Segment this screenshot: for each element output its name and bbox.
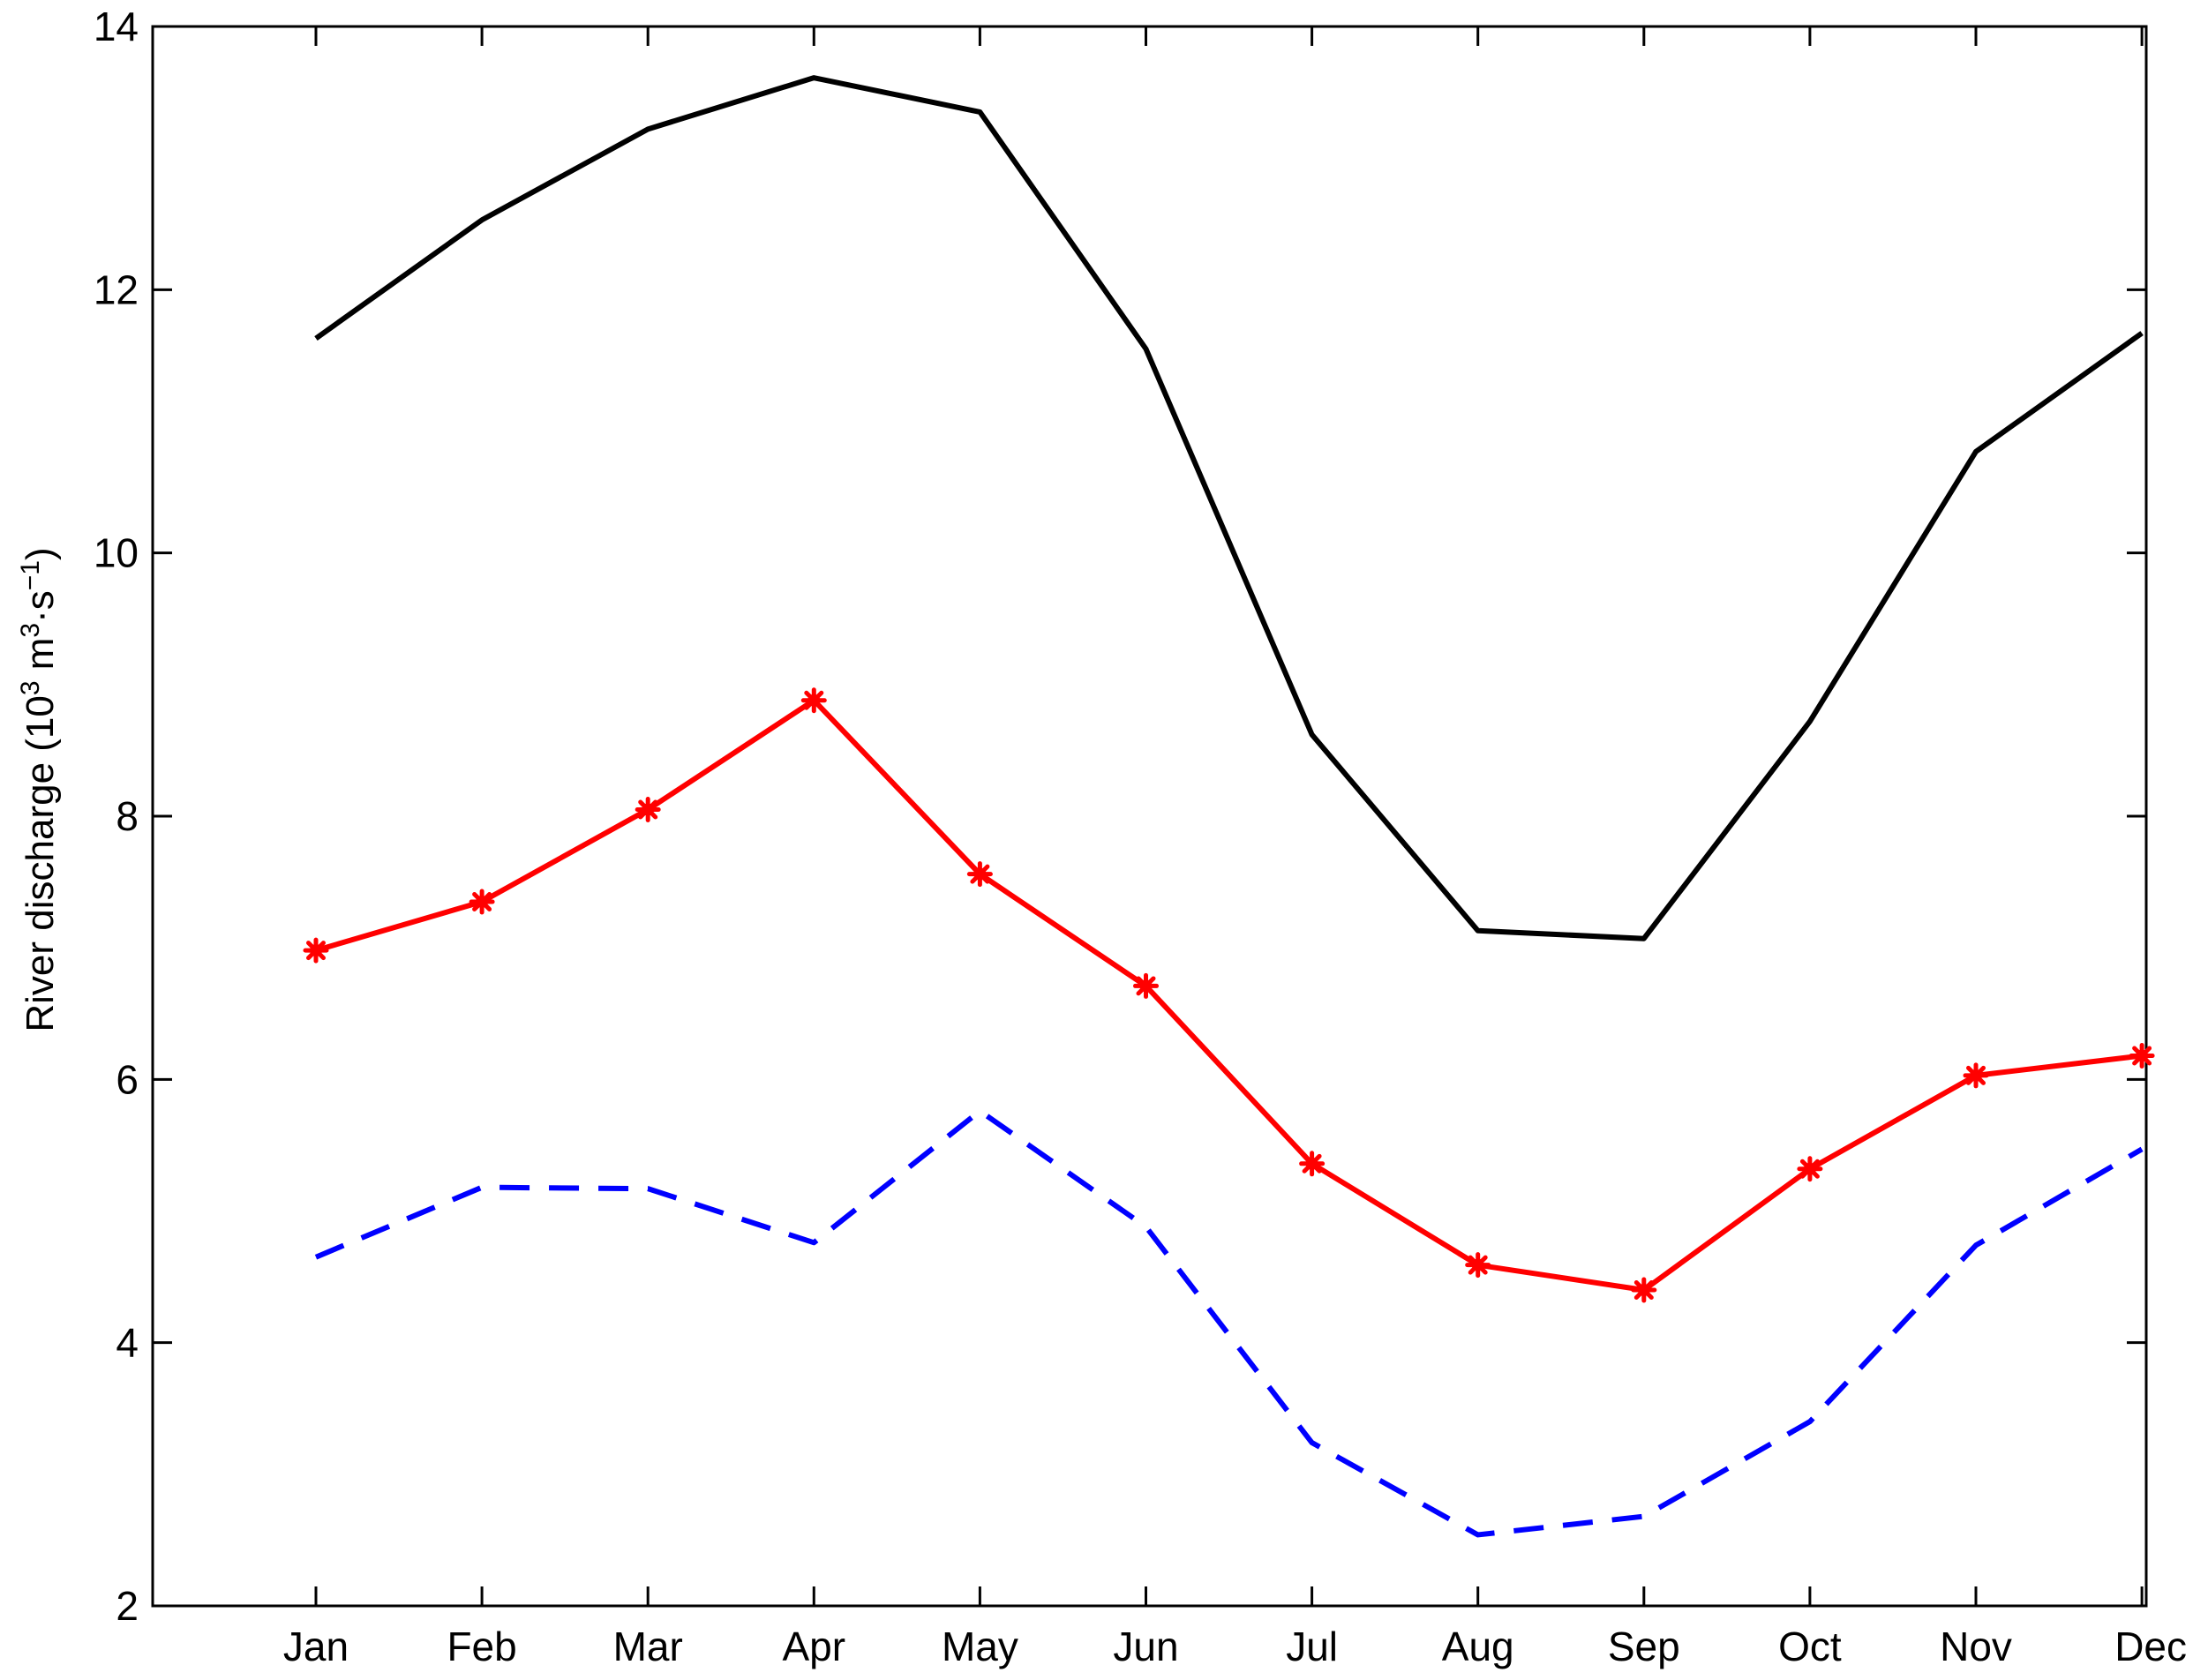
y-axis-ticks: 2 4 6 8 10 12 14 xyxy=(94,4,2146,1629)
series-line xyxy=(314,75,2144,941)
data-point-marker xyxy=(469,889,495,915)
y-tick-label: 6 xyxy=(116,1056,139,1102)
x-tick-label: Sep xyxy=(1608,1624,1680,1669)
plot-area: 2 4 6 8 10 12 14 Jan Feb Mar Apr May Jun Jul Aug Sep Oc… xyxy=(94,4,2187,1669)
data-point-marker xyxy=(2129,1042,2155,1069)
data-point-marker xyxy=(1133,972,1159,999)
data-point-marker xyxy=(1465,1252,1491,1279)
x-axis-ticks: Jan Feb Mar Apr May Jun Jul Aug Sep Oct Nov Dec xyxy=(283,26,2187,1669)
y-tick-label: 12 xyxy=(94,266,139,312)
x-tick-label: Oct xyxy=(1778,1624,1842,1669)
x-tick-label: Nov xyxy=(1940,1624,2012,1669)
data-point-marker xyxy=(800,687,827,714)
y-axis-label: River discharge (103 m3·s−1) xyxy=(16,547,62,1031)
y-tick-label: 14 xyxy=(94,4,139,49)
x-tick-label: Jan xyxy=(283,1624,349,1669)
y-tick-label: 10 xyxy=(94,530,139,576)
x-tick-label: Mar xyxy=(613,1624,683,1669)
x-tick-label: May xyxy=(942,1624,1018,1669)
data-point-marker xyxy=(1963,1062,1989,1089)
x-tick-label: Aug xyxy=(1442,1624,1514,1669)
x-tick-label: Dec xyxy=(2114,1624,2187,1669)
data-point-marker xyxy=(1299,1151,1326,1177)
data-point-marker xyxy=(303,937,329,964)
data-point-marker xyxy=(966,861,993,888)
series-3 xyxy=(314,1108,2144,1538)
x-tick-label: Apr xyxy=(783,1624,846,1669)
data-point-marker xyxy=(635,797,661,823)
data-point-marker xyxy=(1797,1156,1823,1182)
plot-frame xyxy=(151,25,2148,1608)
series-layer xyxy=(303,75,2155,1538)
y-tick-label: 4 xyxy=(116,1320,139,1366)
series-line xyxy=(314,1108,2144,1538)
x-tick-label: Jun xyxy=(1113,1624,1178,1669)
x-tick-label: Jul xyxy=(1286,1624,1338,1669)
y-tick-label: 2 xyxy=(116,1583,139,1629)
data-point-marker xyxy=(1631,1277,1657,1303)
series-1 xyxy=(314,75,2144,941)
series-2 xyxy=(303,687,2155,1303)
y-tick-label: 8 xyxy=(116,793,139,839)
series-line xyxy=(315,697,2143,1293)
x-tick-label: Feb xyxy=(447,1624,516,1669)
